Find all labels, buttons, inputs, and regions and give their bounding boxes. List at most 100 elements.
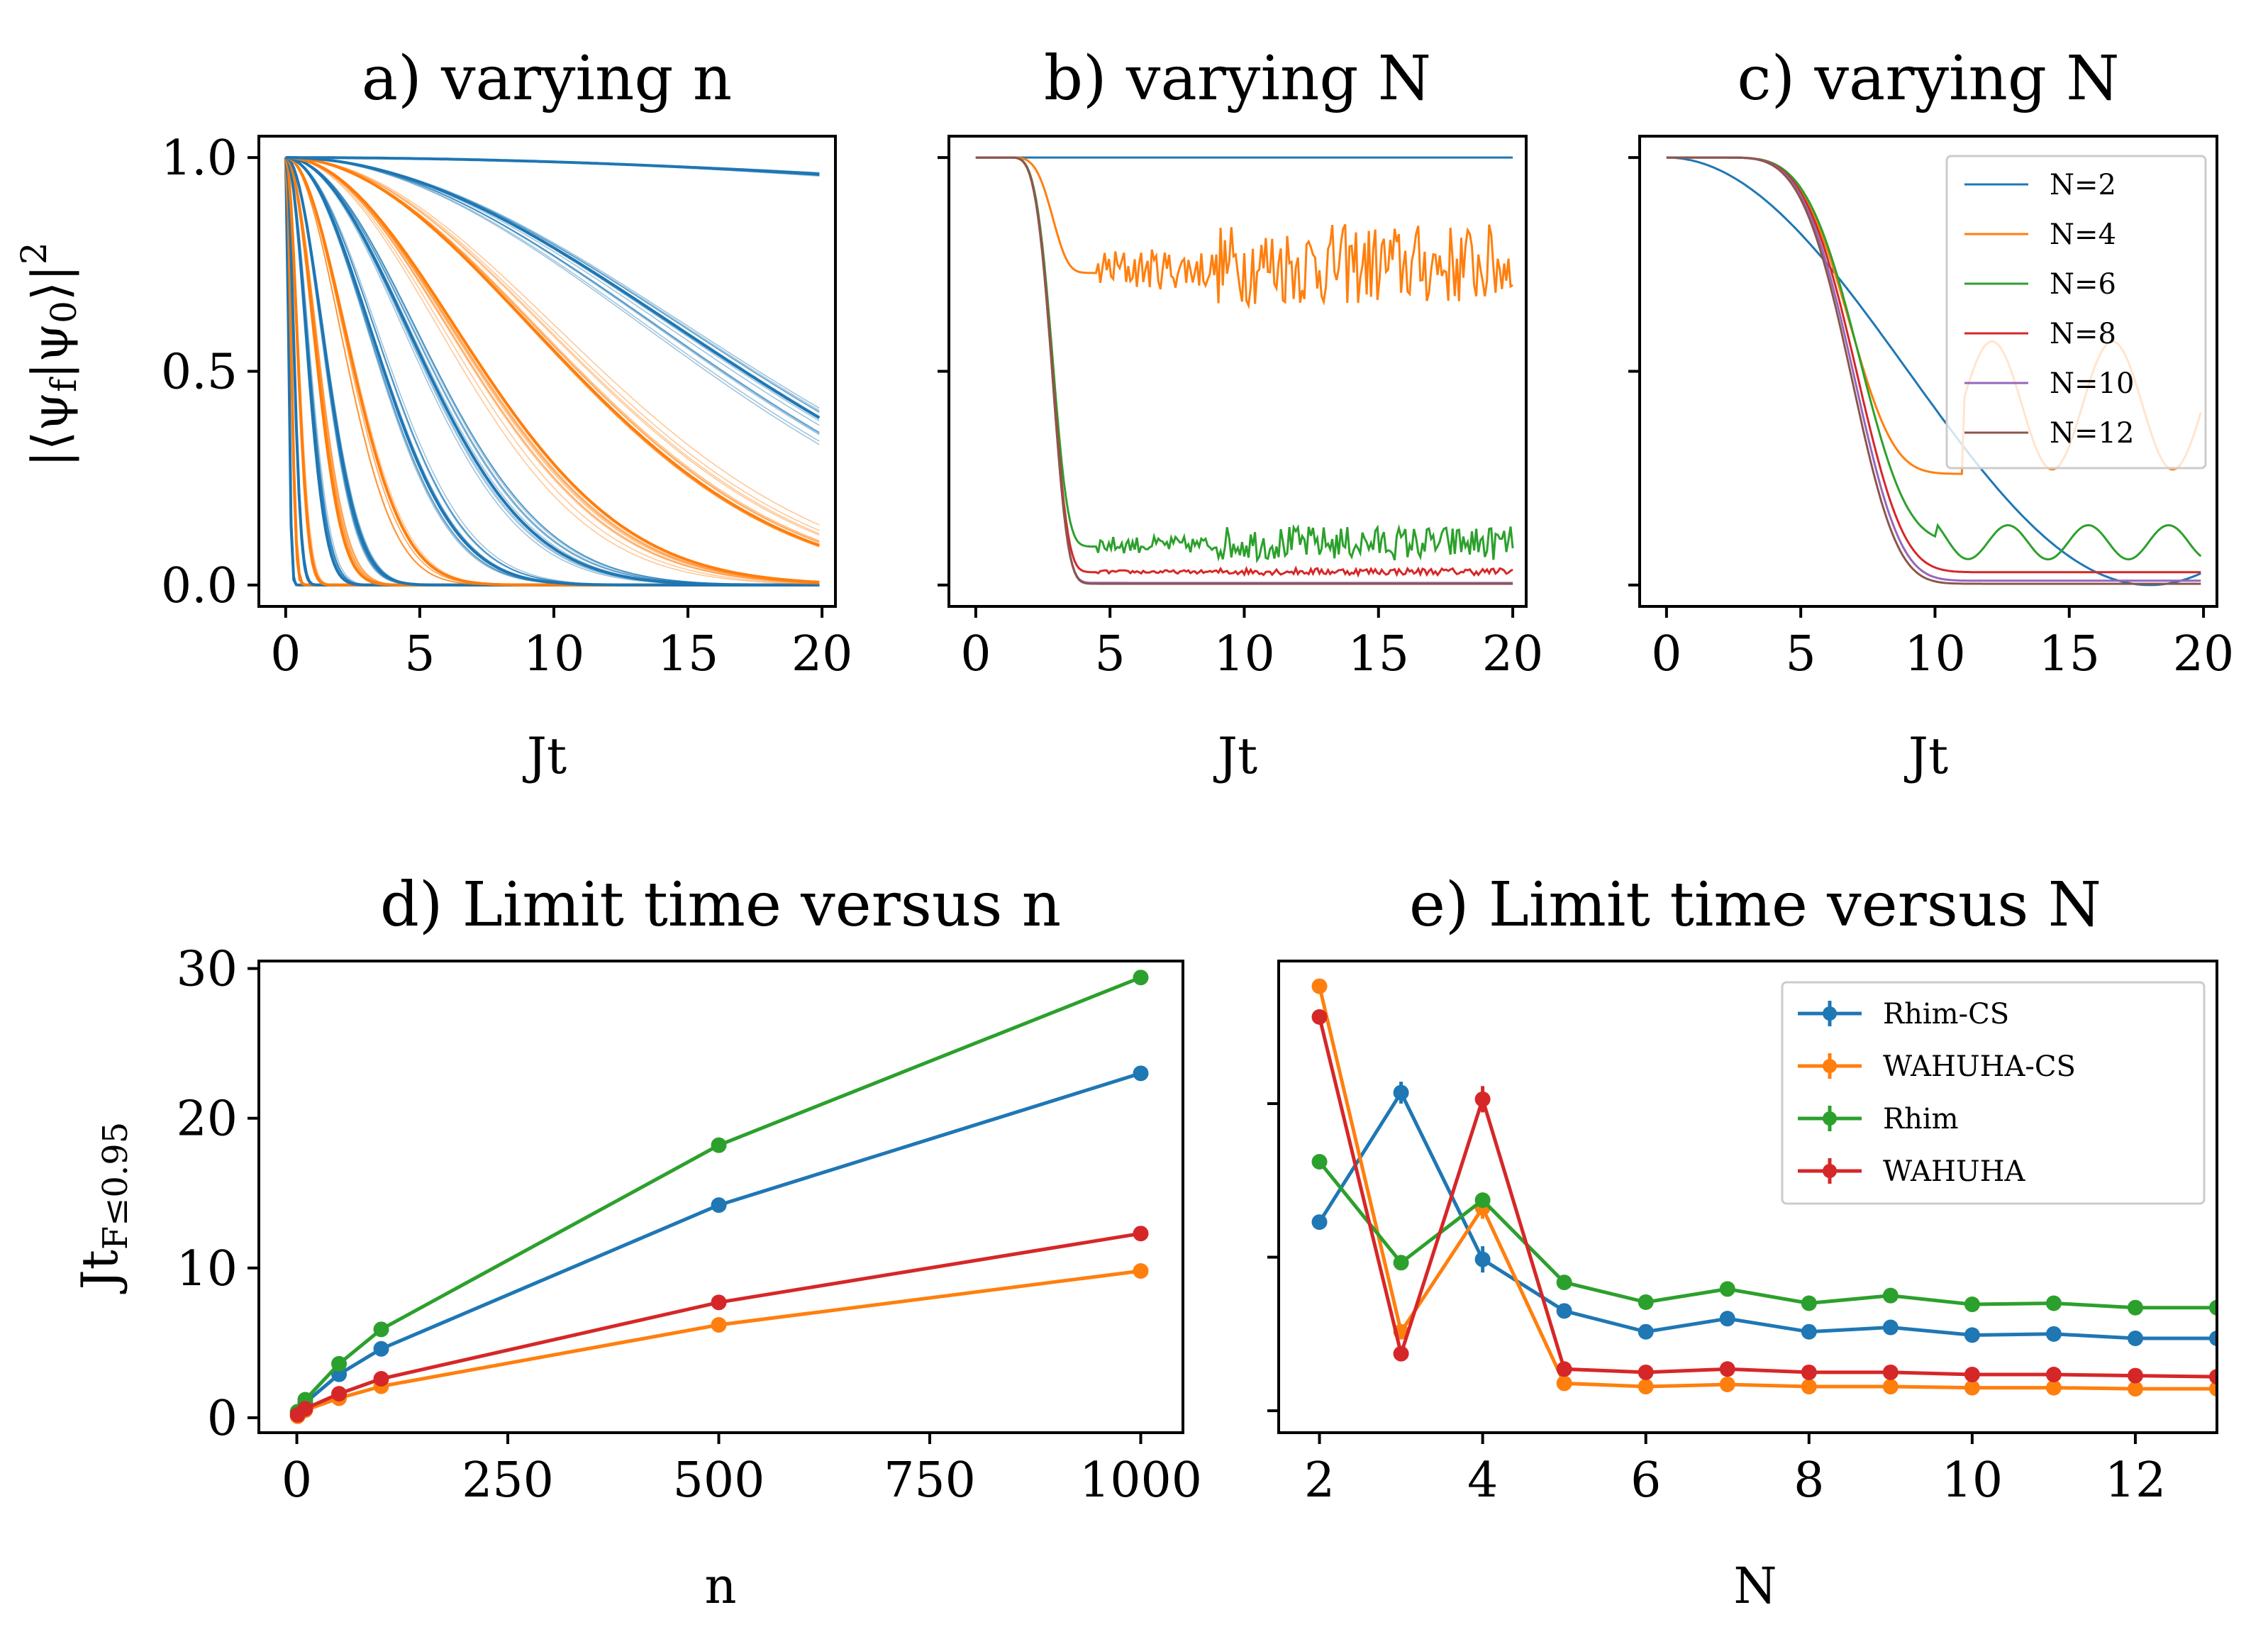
series-a-12-line: [285, 157, 820, 433]
series-b-N=12-line: [975, 156, 1513, 585]
legend-label: N=2: [2050, 169, 2116, 201]
series-e-Rhim-CS-point: [1474, 1251, 1491, 1267]
x-tick-label: 4: [1467, 1453, 1498, 1509]
series-e-WAHUHA-CS-point: [1801, 1379, 1817, 1395]
panel-c-legend: N=2 N=4 N=6 N=8 N=10 N=12: [1945, 155, 2207, 470]
series-e-Rhim-CS-point: [1556, 1303, 1572, 1319]
panel-c-xlabel: Jt: [1904, 727, 1948, 785]
series-a-13-line: [285, 157, 820, 175]
series-e-WAHUHA-CS-point: [1556, 1375, 1572, 1392]
legend-swatch-marker: [1823, 1006, 1837, 1021]
series-a-9-line: [285, 157, 820, 586]
legend-label: N=6: [2050, 268, 2116, 301]
x-tick-label: 10: [1904, 626, 1966, 682]
series-a-12-line: [285, 157, 820, 445]
legend-swatch-marker: [1823, 1059, 1837, 1073]
series-e-Rhim-point: [2045, 1295, 2062, 1311]
legend-label: N=4: [2050, 218, 2116, 251]
panel-a-series: [284, 156, 821, 587]
series-e-WAHUHA-point: [1556, 1361, 1572, 1377]
legend-label: N=8: [2050, 318, 2116, 350]
legend-swatch-marker: [1823, 1164, 1837, 1178]
series-e-Rhim-CS-point: [1393, 1084, 1409, 1101]
series-a-9-line: [285, 157, 820, 586]
series-e-WAHUHA-point: [2127, 1367, 2143, 1384]
series-d-Rhim-CS-point: [711, 1197, 727, 1214]
series-a-12-line: [285, 157, 820, 421]
series-a-9-line: [285, 157, 820, 586]
series-d-Rhim-CS-point: [373, 1340, 389, 1357]
series-e-WAHUHA-point: [2209, 1369, 2217, 1385]
series-e-WAHUHA-point: [1393, 1345, 1409, 1362]
series-a-13-line: [285, 157, 820, 174]
series-e-Rhim-line: [1318, 1160, 2217, 1310]
series-e-Rhim-CS-point: [2127, 1331, 2143, 1346]
panel-e-xlabel: N: [1733, 1557, 1777, 1615]
series-d-WAHUHA-point: [711, 1294, 727, 1311]
series-a-11-line: [285, 157, 820, 545]
series-e-Rhim-point: [1719, 1281, 1735, 1297]
x-tick-label: 12: [2105, 1453, 2167, 1509]
series-a-10-line: [285, 157, 820, 584]
series-b-N=6-line: [975, 156, 1514, 564]
series-d-Rhim-point: [711, 1137, 727, 1153]
series-e-WAHUHA-point: [1801, 1364, 1817, 1380]
y-tick-label: 10: [176, 1241, 238, 1297]
series-a-13-line: [285, 157, 820, 174]
panel-e-plot: 2 4 6 8 10 12 Rhim-CS WAHUHA-CS Rhim WAHUHA: [1267, 960, 2218, 1509]
series-a-9-line: [285, 157, 820, 586]
series-a-11-line: [285, 157, 820, 542]
series-a-12-line: [285, 157, 820, 442]
x-tick-label: 250: [462, 1453, 554, 1509]
series-a-10-line: [285, 157, 820, 584]
panel-d: d) Limit time versus n JtF≤0.95 n 0 250 50…: [71, 870, 1202, 1615]
series-a-12-line: [285, 157, 820, 413]
series-d-Rhim-line: [296, 975, 1142, 1413]
series-a-11-line: [285, 157, 820, 543]
panel-b-title: b) varying N: [1044, 43, 1431, 114]
x-tick-label: 10: [523, 626, 585, 682]
y-tick-label: 1.0: [161, 131, 238, 187]
series-a-11-line: [285, 157, 820, 536]
series-a-10-line: [285, 157, 820, 584]
series-e-Rhim-CS-point: [1801, 1323, 1817, 1340]
series-a-12-line: [285, 157, 820, 433]
series-e-WAHUHA-CS-point: [1719, 1376, 1735, 1392]
panel-a-xlabel: Jt: [523, 727, 567, 785]
series-a-11-line: [285, 157, 820, 526]
series-e-Rhim-point: [2127, 1299, 2143, 1316]
panel-a-ylabel: |⟨ψf|ψ0⟩|2: [13, 242, 84, 467]
series-a-9-line: [285, 157, 820, 586]
series-a-13-line: [285, 157, 820, 176]
series-a-13-line: [285, 157, 820, 174]
series-a-11-line: [285, 157, 820, 543]
x-tick-label: 20: [2173, 626, 2235, 682]
panel-d-frame: [257, 960, 1184, 1434]
series-e-Rhim-CS-point: [1311, 1214, 1328, 1231]
series-c-N=2-line: [1666, 156, 2201, 587]
series-e-Rhim-point: [1474, 1192, 1491, 1209]
x-tick-label: 15: [1348, 626, 1410, 682]
series-a-13-line: [285, 157, 820, 174]
series-a-9-line: [285, 157, 820, 586]
series-b-N=10-line: [975, 156, 1513, 584]
y-tick-label: 20: [176, 1092, 238, 1148]
series-a-10-line: [285, 157, 820, 585]
series-a-11-line: [285, 157, 820, 548]
panel-e-legend: Rhim-CS WAHUHA-CS Rhim WAHUHA: [1781, 981, 2206, 1205]
series-a-9-line: [285, 157, 820, 586]
panel-b-xlabel: Jt: [1213, 727, 1257, 785]
series-e-WAHUHA-CS-point: [1638, 1379, 1654, 1395]
series-a-12-line: [285, 156, 821, 419]
series-e-Rhim-CS-point: [1638, 1323, 1654, 1340]
panel-d-ylabel: JtF≤0.95: [71, 1122, 135, 1294]
series-d-WAHUHA-point: [331, 1386, 348, 1402]
x-tick-label: 1000: [1079, 1453, 1202, 1509]
legend-box: [1781, 981, 2206, 1205]
legend-label: Rhim: [1883, 1103, 1959, 1136]
series-e-Rhim-CS-point: [2209, 1331, 2217, 1346]
x-tick-label: 6: [1630, 1453, 1661, 1509]
series-e-WAHUHA-point: [1474, 1091, 1491, 1107]
x-tick-label: 10: [1213, 626, 1275, 682]
series-a-12-line: [285, 157, 820, 411]
